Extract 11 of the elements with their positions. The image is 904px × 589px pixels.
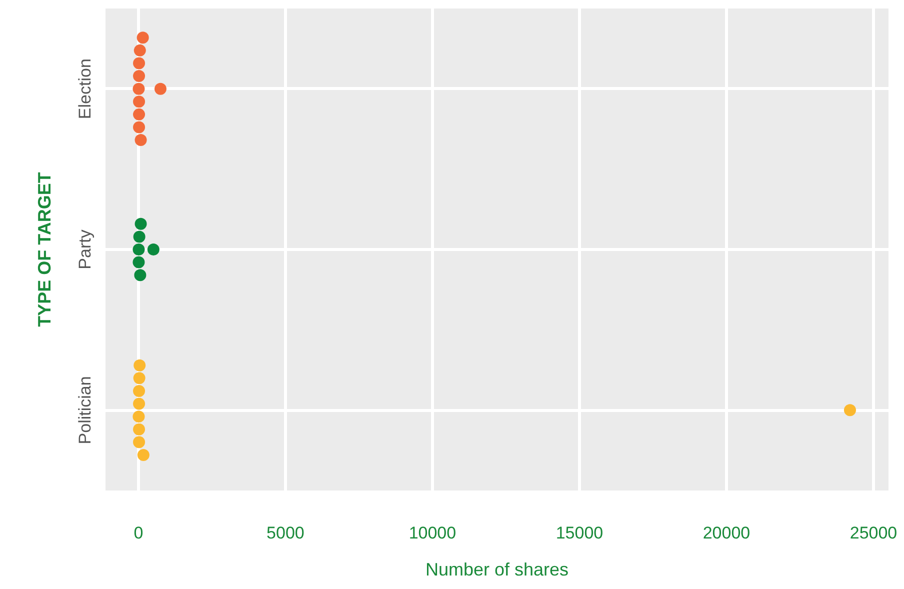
x-tick-label: 0 xyxy=(134,524,144,542)
x-tick-label: 15000 xyxy=(556,524,604,542)
y-axis-title: TYPE OF TARGET xyxy=(34,172,54,327)
y-tick-label: Party xyxy=(76,229,94,270)
x-tick-label: 20000 xyxy=(702,524,750,542)
x-axis-title: Number of shares xyxy=(425,560,569,580)
y-tick-label: Election xyxy=(76,58,94,120)
x-tick-label: 25000 xyxy=(850,524,898,542)
x-tick-label: 5000 xyxy=(266,524,304,542)
y-tick-label: Politician xyxy=(76,376,94,444)
x-tick-label: 10000 xyxy=(408,524,456,542)
